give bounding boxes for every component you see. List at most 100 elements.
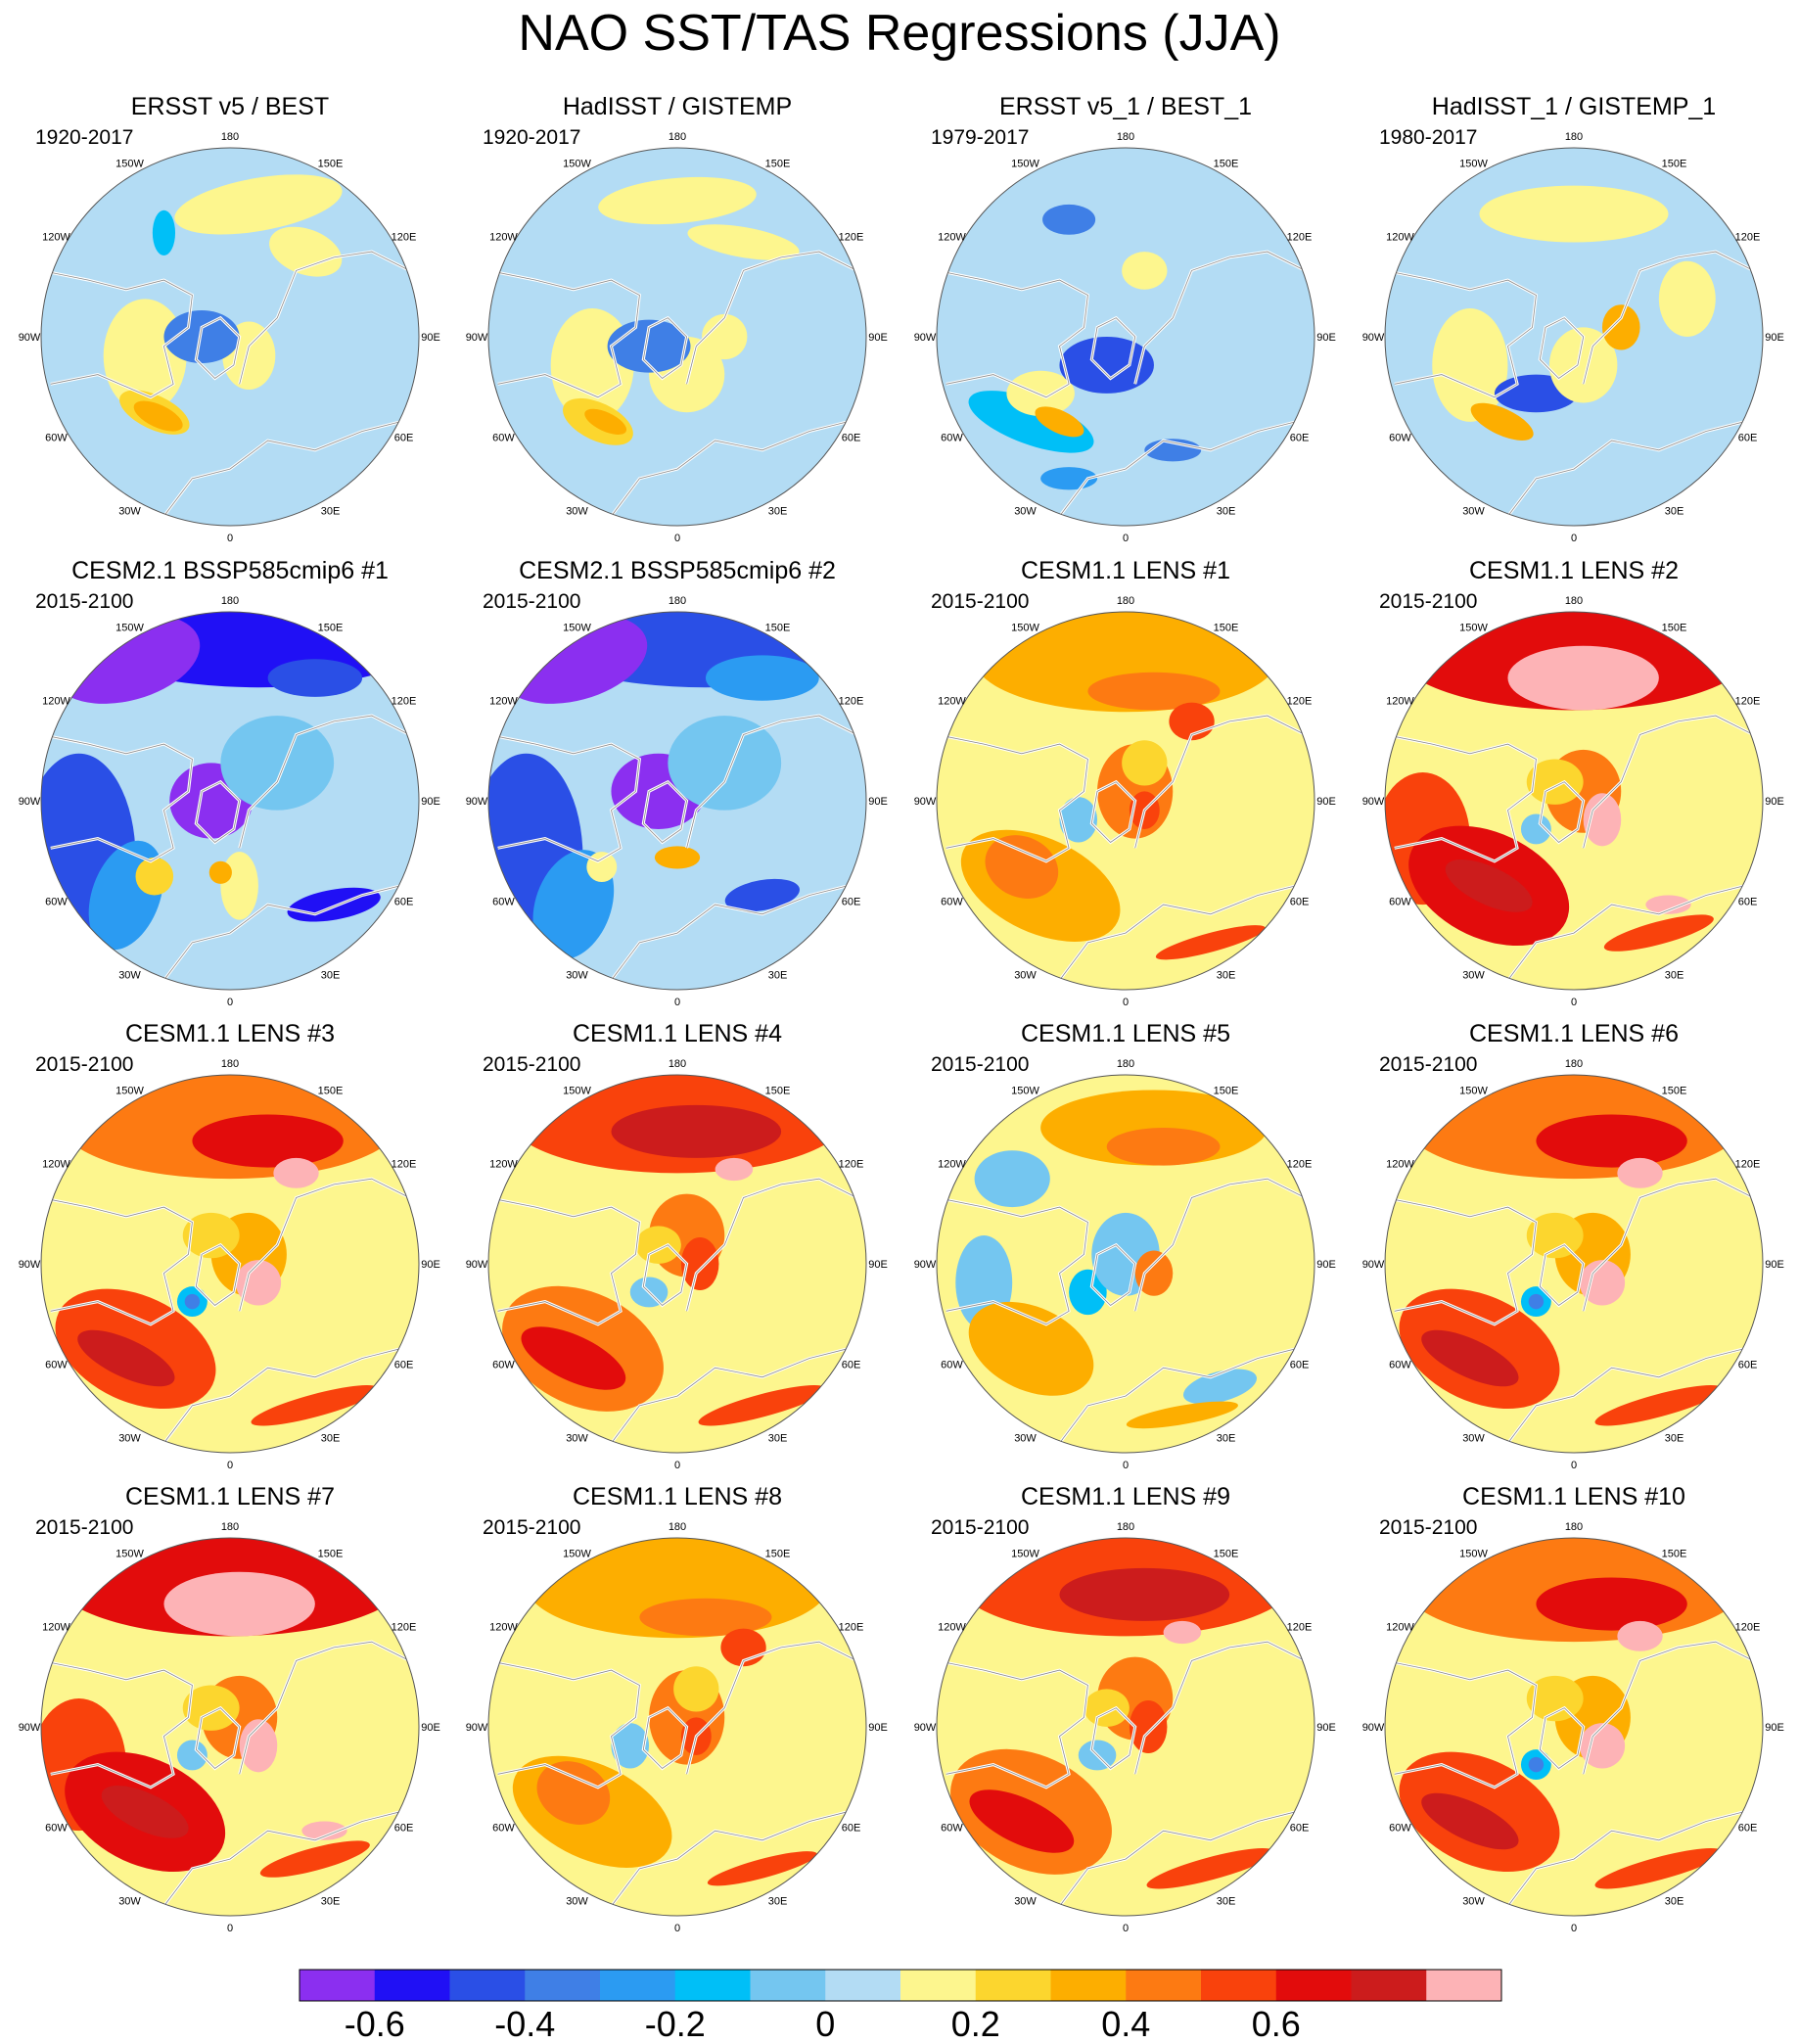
field-contour — [1122, 740, 1168, 786]
longitude-label: 150W — [563, 1085, 591, 1096]
panel-title: CESM1.1 LENS #9 — [1021, 1483, 1230, 1510]
field-contour — [1129, 1699, 1168, 1754]
longitude-label: 90W — [19, 796, 41, 808]
coastline — [1507, 421, 1744, 517]
panel-title: CESM2.1 BSSP585cmip6 #1 — [71, 557, 389, 584]
field-contour — [668, 716, 782, 811]
field-contour — [1583, 793, 1622, 847]
longitude-label: 150W — [1011, 1085, 1039, 1096]
longitude-label: 90W — [19, 1722, 41, 1734]
field-contour — [698, 1384, 827, 1426]
field-contour — [163, 1571, 315, 1637]
longitude-label: 60E — [1290, 433, 1310, 444]
longitude-label: 30W — [566, 1433, 588, 1445]
longitude-label: 90W — [1362, 1722, 1385, 1734]
map-grid: 180150E120E90E60E30E030W60W90W120W150W18… — [19, 131, 1784, 1934]
longitude-label: 120E — [839, 1159, 864, 1171]
longitude-label: 150E — [765, 622, 791, 633]
field-contour — [1084, 1689, 1130, 1727]
field-contour — [969, 1789, 1075, 1853]
longitude-label: 120W — [42, 1159, 70, 1171]
longitude-label: 0 — [674, 1460, 680, 1471]
panel-title: HadISST_1 / GISTEMP_1 — [1431, 93, 1717, 120]
field-contour — [1579, 1260, 1626, 1306]
longitude-label: 30W — [1462, 506, 1485, 518]
longitude-label: 60W — [45, 433, 68, 444]
longitude-label: 150W — [115, 1548, 144, 1559]
longitude-label: 150E — [318, 1548, 344, 1559]
coastline — [239, 1641, 410, 1775]
map-border — [40, 147, 420, 527]
coastline — [1090, 1707, 1136, 1770]
longitude-label: 180 — [669, 131, 686, 143]
field-contour — [715, 1157, 754, 1182]
field-contour — [724, 878, 800, 912]
field-contour — [273, 1157, 319, 1188]
coastline — [937, 270, 1088, 398]
longitude-label: 90W — [466, 1722, 488, 1734]
longitude-label: 0 — [1571, 1923, 1577, 1934]
longitude-label: 150W — [115, 1085, 144, 1096]
colorbar-tick-label: 0.6 — [1251, 2004, 1301, 2044]
longitude-label: 180 — [1117, 1521, 1134, 1533]
longitude-label: 150W — [115, 622, 144, 633]
longitude-label: 30E — [1665, 970, 1684, 982]
panel-period: 2015-2100 — [931, 1516, 1030, 1539]
colorbar-swatch — [750, 1970, 826, 2001]
map-border — [40, 1074, 420, 1454]
coastline — [1539, 781, 1585, 844]
map-border — [40, 1537, 420, 1917]
field-contour — [1432, 308, 1508, 422]
colorbar-swatch — [975, 1970, 1051, 2001]
field-contour — [1507, 645, 1659, 711]
coastline — [239, 715, 410, 849]
longitude-label: 90E — [868, 1722, 888, 1734]
colorbar-swatch — [1126, 1970, 1202, 2001]
field-contour — [220, 716, 335, 811]
field-contour — [1183, 1369, 1257, 1405]
colorbar-swatch — [1351, 1970, 1427, 2001]
longitude-label: 120W — [489, 1622, 518, 1634]
longitude-label: 120W — [42, 1622, 70, 1634]
coastline — [611, 1348, 848, 1444]
coastline — [1385, 1197, 1537, 1325]
coastline — [1134, 1178, 1306, 1312]
field-contour — [1528, 1293, 1545, 1310]
panel-title: CESM1.1 LENS #10 — [1462, 1483, 1685, 1510]
longitude-label: 60W — [45, 897, 68, 908]
longitude-label: 60E — [1290, 897, 1310, 908]
longitude-label: 90W — [914, 796, 937, 808]
coastline — [163, 1348, 400, 1444]
panel-period: 2015-2100 — [35, 1516, 134, 1539]
longitude-label: 60E — [1290, 1360, 1310, 1371]
longitude-label: 60E — [1290, 1823, 1310, 1835]
field-contour — [301, 1821, 347, 1840]
panel-title: CESM1.1 LENS #6 — [1469, 1020, 1679, 1047]
longitude-label: 150E — [1662, 1085, 1687, 1096]
longitude-label: 60E — [842, 897, 861, 908]
coastline — [937, 734, 1088, 862]
coastline — [1507, 1811, 1744, 1907]
map-panel-12: 180 150E 120E 90E 60E 30E 0 30W 60W 90W 120W 150W — [1362, 1058, 1784, 1471]
field-contour — [133, 400, 183, 432]
longitude-label: 0 — [1571, 997, 1577, 1008]
longitude-label: 150W — [1011, 158, 1039, 169]
longitude-label: 0 — [1123, 997, 1129, 1008]
colorbar-swatch — [674, 1970, 751, 2001]
colorbar-swatch — [449, 1970, 526, 2001]
field-contour — [135, 857, 174, 896]
field-contour — [1042, 204, 1096, 235]
coastline — [1583, 1178, 1754, 1312]
field-contour — [687, 224, 800, 260]
map-panel-5: 180 150E 120E 90E 60E 30E 0 30W 60W 90W 120W 150W — [19, 595, 440, 1008]
longitude-label: 150E — [1214, 1548, 1239, 1559]
longitude-label: 120W — [938, 696, 966, 708]
panel-period: 1980-2017 — [1379, 126, 1478, 149]
field-contour — [176, 1740, 208, 1771]
longitude-label: 60W — [1389, 1823, 1411, 1835]
panel-title: CESM1.1 LENS #7 — [125, 1483, 335, 1510]
longitude-label: 60E — [394, 897, 414, 908]
longitude-label: 150W — [1459, 158, 1488, 169]
map-panel-15: 180 150E 120E 90E 60E 30E 0 30W 60W 90W 120W 150W — [914, 1521, 1336, 1934]
longitude-label: 60W — [492, 1823, 515, 1835]
